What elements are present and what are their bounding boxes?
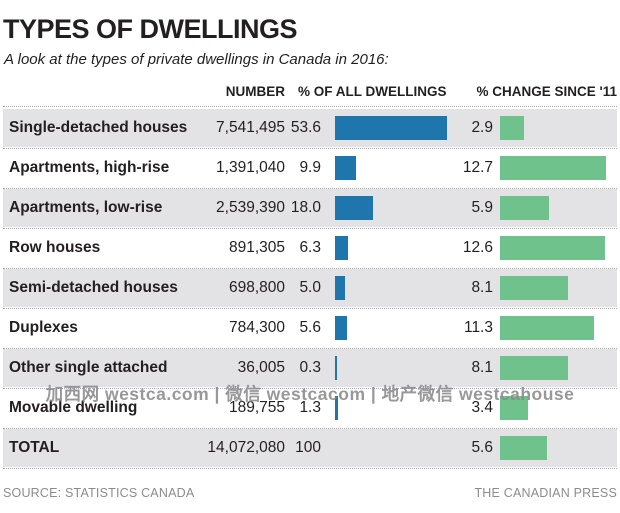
row-number-value: 36,005 <box>237 359 285 376</box>
press-credit: THE CANADIAN PRESS <box>474 486 617 500</box>
pct-change-bar <box>500 276 568 300</box>
row-change-value: 3.4 <box>471 399 493 416</box>
table-top-separator <box>3 106 617 107</box>
row-number-value: 189,755 <box>228 399 285 416</box>
column-header-pct-change: % CHANGE SINCE '11 <box>476 84 618 99</box>
row-pct-value: 100 <box>295 439 321 456</box>
row-change-value: 5.9 <box>471 199 493 216</box>
table-row: Movable dwelling 189,755 1.3 3.4 <box>3 389 617 429</box>
pct-change-bar <box>500 116 525 140</box>
row-pct-value: 1.3 <box>299 399 321 416</box>
column-headers: NUMBER % OF ALL DWELLINGS % CHANGE SINCE… <box>3 84 617 102</box>
table-row: Duplexes 784,300 5.6 11.3 <box>3 309 617 349</box>
table-row: TOTAL 14,072,080 100 5.6 <box>3 429 617 469</box>
row-change-value: 8.1 <box>471 279 493 296</box>
row-change-value: 12.7 <box>462 159 493 176</box>
row-label: TOTAL <box>9 439 60 456</box>
row-number-value: 7,541,495 <box>216 119 285 136</box>
column-header-number: NUMBER <box>225 84 285 99</box>
row-pct-value: 18.0 <box>290 199 321 216</box>
row-change-value: 12.6 <box>462 239 493 256</box>
row-number-value: 891,305 <box>228 239 285 256</box>
pct-of-all-bar <box>335 276 346 300</box>
footer: SOURCE: STATISTICS CANADA THE CANADIAN P… <box>3 486 617 500</box>
row-change-value: 11.3 <box>463 319 493 336</box>
pct-of-all-bar <box>335 316 347 340</box>
row-pct-value: 5.6 <box>299 319 321 336</box>
row-change-value: 2.9 <box>471 119 493 136</box>
table-row: Row houses 891,305 6.3 12.6 <box>3 229 617 269</box>
table-row: Semi-detached houses 698,800 5.0 8.1 <box>3 269 617 309</box>
pct-of-all-bar <box>335 356 337 380</box>
row-pct-value: 9.9 <box>299 159 321 176</box>
row-number-value: 1,391,040 <box>216 159 285 176</box>
pct-change-bar <box>500 436 547 460</box>
pct-of-all-bar <box>335 156 356 180</box>
row-number-value: 698,800 <box>228 279 285 296</box>
pct-change-bar <box>500 356 568 380</box>
row-label: Duplexes <box>9 319 78 336</box>
pct-of-all-bar <box>335 396 338 420</box>
page-subtitle: A look at the types of private dwellings… <box>4 51 389 68</box>
row-number-value: 14,072,080 <box>207 439 285 456</box>
table-row: Other single attached 36,005 0.3 8.1 <box>3 349 617 389</box>
table-row: Apartments, low-rise 2,539,390 18.0 5.9 <box>3 189 617 229</box>
column-header-pct-of-all: % OF ALL DWELLINGS <box>298 84 447 99</box>
row-label: Apartments, high-rise <box>9 159 170 176</box>
table-row: Single-detached houses 7,541,495 53.6 2.9 <box>3 109 617 149</box>
row-label: Apartments, low-rise <box>9 199 163 216</box>
dwellings-table: Single-detached houses 7,541,495 53.6 2.9 Ap… <box>3 109 617 469</box>
row-label: Movable dwelling <box>9 399 138 416</box>
row-label: Single-detached houses <box>9 119 188 136</box>
row-number-value: 784,300 <box>228 319 285 336</box>
row-pct-value: 6.3 <box>299 239 321 256</box>
pct-change-bar <box>500 396 529 420</box>
row-pct-value: 53.6 <box>290 119 321 136</box>
row-label: Row houses <box>9 239 101 256</box>
row-pct-value: 5.0 <box>299 279 321 296</box>
page-title: TYPES OF DWELLINGS <box>3 14 298 44</box>
row-pct-value: 0.3 <box>299 359 321 376</box>
row-number-value: 2,539,390 <box>216 199 285 216</box>
pct-of-all-bar <box>335 196 373 220</box>
row-label: Semi-detached houses <box>9 279 178 296</box>
table-row: Apartments, high-rise 1,391,040 9.9 12.7 <box>3 149 617 189</box>
pct-change-bar <box>500 236 606 260</box>
source-credit: SOURCE: STATISTICS CANADA <box>3 486 195 500</box>
pct-of-all-bar <box>335 236 349 260</box>
pct-change-bar <box>500 196 550 220</box>
row-label: Other single attached <box>9 359 168 376</box>
pct-change-bar <box>500 316 595 340</box>
pct-change-bar <box>500 156 607 180</box>
pct-of-all-bar <box>335 116 448 140</box>
row-change-value: 8.1 <box>471 359 493 376</box>
row-change-value: 5.6 <box>471 439 493 456</box>
